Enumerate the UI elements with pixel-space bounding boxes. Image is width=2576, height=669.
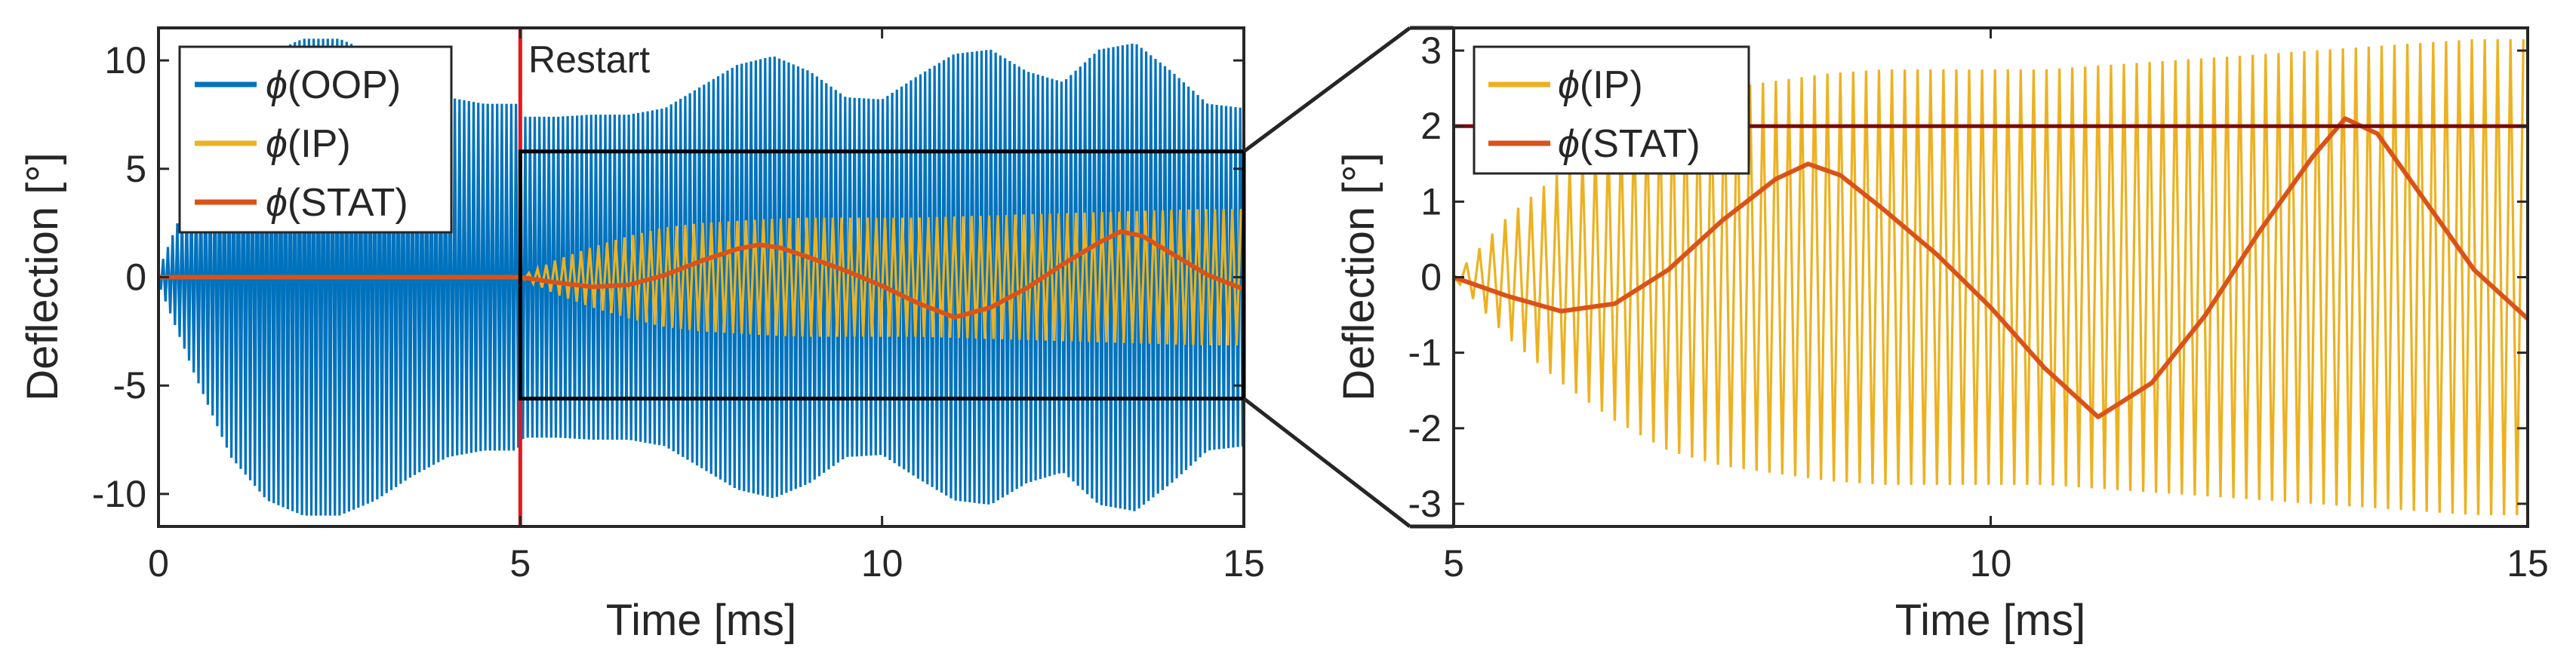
right-ytick-label: 2 xyxy=(1420,105,1442,147)
left-legend: ϕ(OOP) ϕ(IP) ϕ(STAT) xyxy=(178,45,453,234)
restart-annotation: Restart xyxy=(528,38,650,81)
right-legend-box xyxy=(1473,45,1750,175)
right-ytick-label: 3 xyxy=(1420,29,1442,72)
right-y-axis-label: Deflection [°] xyxy=(1334,152,1383,400)
left-y-axis-label: Deflection [°] xyxy=(18,152,67,400)
left-xtick-label: 0 xyxy=(148,542,169,585)
right-xtick-label: 15 xyxy=(2507,542,2549,585)
zoom-box xyxy=(518,149,1246,400)
left-ytick-label: -10 xyxy=(92,473,146,515)
right-ytick-label: -2 xyxy=(1408,407,1442,450)
legend-label-ip: ϕ(IP) xyxy=(266,122,351,166)
legend-label-stat: ϕ(STAT) xyxy=(266,181,408,225)
right-series-ip xyxy=(1454,38,2525,516)
chart-left: 10 5 0 -5 -10 0 5 10 15 ϕ(OOP) ϕ(IP) ϕ(STAT) Re… xyxy=(18,26,1265,645)
right-ytick-label: 0 xyxy=(1420,256,1442,299)
legend-label-oop: ϕ(OOP) xyxy=(266,63,401,107)
left-xtick-label: 5 xyxy=(509,542,531,585)
left-series-stat xyxy=(158,229,1244,320)
right-x-axis-label: Time [ms] xyxy=(1895,596,2085,645)
right-axes-box xyxy=(1452,26,2529,528)
right-xtick-label: 5 xyxy=(1443,542,1464,585)
right-ytick-label: -1 xyxy=(1408,332,1442,374)
left-ytick-label: 5 xyxy=(125,148,146,190)
left-ytick-label: -5 xyxy=(113,364,146,407)
left-ytick-label: 10 xyxy=(104,39,146,81)
right-xtick-label: 10 xyxy=(1970,542,2012,585)
legend-label-ip: ϕ(IP) xyxy=(1558,63,1643,107)
zoom-connector-top xyxy=(1242,26,1411,153)
right-series-stat xyxy=(1454,116,2528,419)
zoom-connector-bottom xyxy=(1242,397,1411,528)
legend-label-stat: ϕ(STAT) xyxy=(1558,122,1700,166)
left-ytick-label: 0 xyxy=(125,256,146,299)
right-ytick-label: 1 xyxy=(1420,180,1442,222)
left-x-axis-label: Time [ms] xyxy=(606,596,796,645)
right-ytick-label: -3 xyxy=(1408,483,1442,525)
left-series-ip xyxy=(519,208,1242,346)
left-xtick-label: 10 xyxy=(861,542,903,585)
right-legend: ϕ(IP) ϕ(STAT) xyxy=(1473,45,1750,175)
left-xtick-label: 15 xyxy=(1223,542,1265,585)
